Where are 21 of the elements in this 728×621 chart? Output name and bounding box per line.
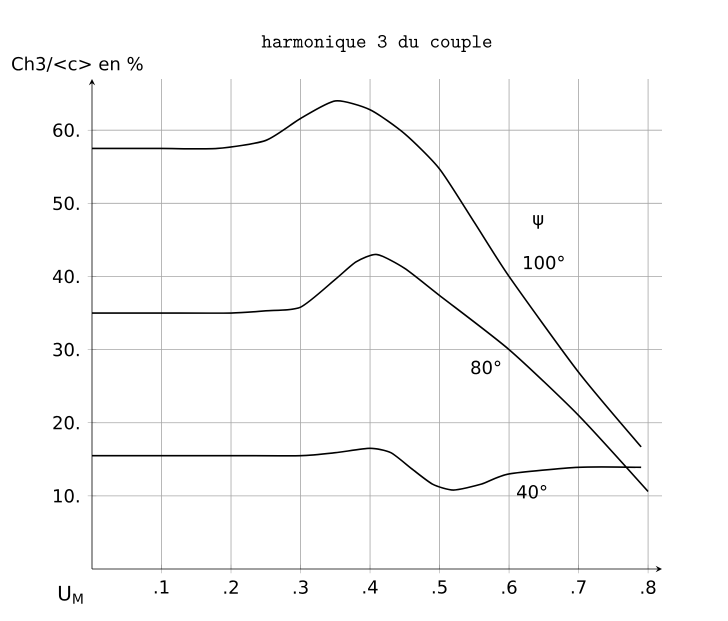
x-tick-label: .3 — [294, 580, 308, 594]
y-tick-label: 60. — [53, 123, 79, 138]
x-tick-label: .7 — [572, 580, 586, 594]
series-label: 100° — [524, 256, 564, 270]
y-tick-label: 30. — [53, 342, 79, 356]
x-axis-title: U$_{M}$ — [58, 586, 83, 604]
series-label: 40° — [517, 484, 546, 499]
y-tick-label: 10. — [54, 489, 79, 503]
chart-title: harmonique 3 du couple — [262, 35, 492, 52]
y-axis-title: Ch3/<c> en % — [12, 56, 143, 72]
x-tick-label: .2 — [224, 580, 238, 594]
series-label: 80° — [471, 360, 500, 374]
x-tick-label: .6 — [502, 580, 517, 594]
x-tick-label: .5 — [432, 580, 447, 594]
x-tick-label: .4 — [363, 580, 378, 594]
y-tick-label: 50. — [53, 196, 79, 210]
y-tick-label: 40. — [52, 270, 79, 284]
annotation: ψ — [533, 215, 544, 229]
x-tick-label: .8 — [641, 580, 656, 594]
x-tick-label: .1 — [154, 580, 168, 594]
y-tick-label: 20. — [53, 416, 79, 430]
